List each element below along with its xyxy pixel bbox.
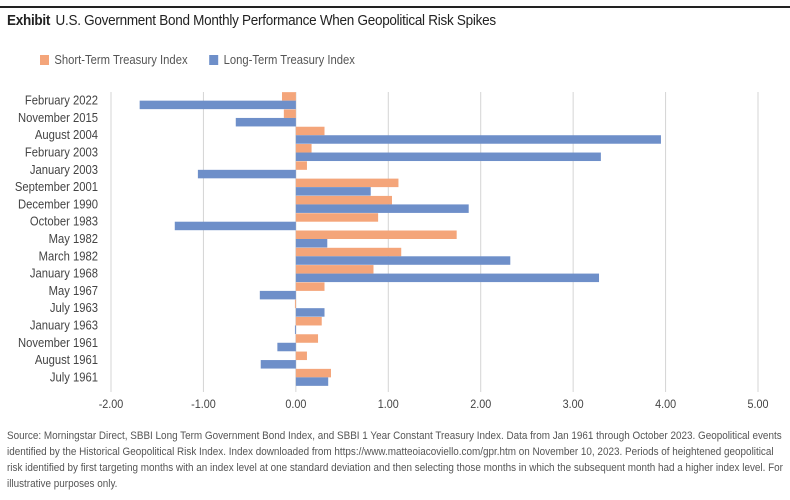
bar-long-term bbox=[295, 273, 600, 283]
category-label: November 1961 bbox=[18, 335, 98, 350]
x-tick-label: 2.00 bbox=[470, 399, 491, 412]
category-label: May 1982 bbox=[49, 231, 98, 246]
bar-short-term bbox=[295, 213, 379, 222]
bar-long-term bbox=[294, 325, 296, 334]
category-label: August 1961 bbox=[35, 352, 98, 367]
bar-short-term bbox=[295, 265, 374, 274]
bar-short-term bbox=[281, 92, 296, 101]
bar-long-term bbox=[259, 290, 296, 300]
category-label: July 1963 bbox=[50, 301, 98, 316]
legend-label-long-term: Long-Term Treasury Index bbox=[223, 53, 355, 67]
category-label: November 2015 bbox=[18, 110, 98, 125]
bar-long-term bbox=[295, 256, 511, 265]
x-tick-label: 5.00 bbox=[747, 399, 768, 412]
x-tick-label: -1.00 bbox=[191, 399, 216, 412]
bar-long-term bbox=[295, 204, 469, 213]
bar-short-term bbox=[295, 351, 307, 361]
category-label: January 2003 bbox=[30, 162, 98, 177]
x-tick-label: 1.00 bbox=[378, 399, 399, 412]
exhibit-label: Exhibit bbox=[7, 12, 51, 29]
bar-short-term bbox=[295, 247, 402, 257]
bar-short-term bbox=[294, 299, 296, 309]
bar-long-term bbox=[295, 239, 328, 248]
category-label: December 1990 bbox=[18, 197, 98, 212]
category-label: January 1963 bbox=[30, 318, 98, 333]
bar-short-term bbox=[295, 144, 312, 153]
bar-chart: February 2022 November 2015 August 2004 Feb… bbox=[15, 92, 769, 412]
bar-short-term bbox=[295, 316, 322, 326]
bar-long-term bbox=[295, 135, 661, 144]
top-rule bbox=[0, 6, 790, 8]
bar-long-term bbox=[235, 117, 296, 127]
bar-short-term bbox=[295, 368, 331, 378]
chart-title: Exhibit U.S. Government Bond Monthly Perf… bbox=[7, 12, 496, 29]
category-label: February 2022 bbox=[25, 93, 98, 108]
bar-short-term bbox=[295, 178, 399, 188]
bar-long-term bbox=[260, 360, 296, 369]
legend-swatch-short-term bbox=[40, 55, 49, 65]
bar-long-term bbox=[139, 100, 296, 110]
bar-short-term bbox=[283, 109, 296, 118]
category-label: February 2003 bbox=[25, 145, 98, 160]
category-label: August 2004 bbox=[35, 128, 98, 143]
category-label: May 1967 bbox=[49, 283, 98, 298]
category-label: July 1961 bbox=[50, 370, 98, 385]
category-label: October 1983 bbox=[30, 214, 98, 229]
bar-long-term bbox=[295, 308, 325, 317]
bar-long-term bbox=[295, 377, 329, 386]
title-text: U.S. Government Bond Monthly Performance… bbox=[55, 12, 497, 29]
legend-item-short-term: Short-Term Treasury Index bbox=[40, 53, 188, 67]
legend-label-short-term: Short-Term Treasury Index bbox=[54, 53, 188, 67]
bar-short-term bbox=[295, 282, 325, 291]
bar-long-term bbox=[174, 221, 296, 231]
bar-long-term bbox=[295, 187, 371, 196]
bar-short-term bbox=[295, 195, 392, 205]
legend-swatch-long-term bbox=[209, 55, 219, 65]
bar-short-term bbox=[295, 334, 319, 343]
legend-item-long-term: Long-Term Treasury Index bbox=[209, 53, 355, 67]
x-tick-label: 4.00 bbox=[655, 399, 676, 412]
bar-long-term bbox=[197, 169, 296, 179]
bar-short-term bbox=[295, 230, 457, 239]
footnote: Source: Morningstar Direct, SBBI Long Te… bbox=[7, 430, 783, 490]
x-tick-label: 3.00 bbox=[563, 399, 584, 412]
category-label: March 1982 bbox=[39, 249, 98, 264]
x-tick-label: 0.00 bbox=[285, 399, 306, 412]
bar-long-term bbox=[295, 152, 601, 162]
legend: Short-Term Treasury Index Long-Term Trea… bbox=[40, 53, 376, 67]
category-label: September 2001 bbox=[15, 180, 98, 195]
x-tick-label: -2.00 bbox=[99, 399, 124, 412]
bar-short-term bbox=[295, 126, 325, 136]
bar-short-term bbox=[295, 161, 307, 170]
category-label: January 1968 bbox=[30, 266, 98, 281]
bar-long-term bbox=[277, 342, 296, 352]
